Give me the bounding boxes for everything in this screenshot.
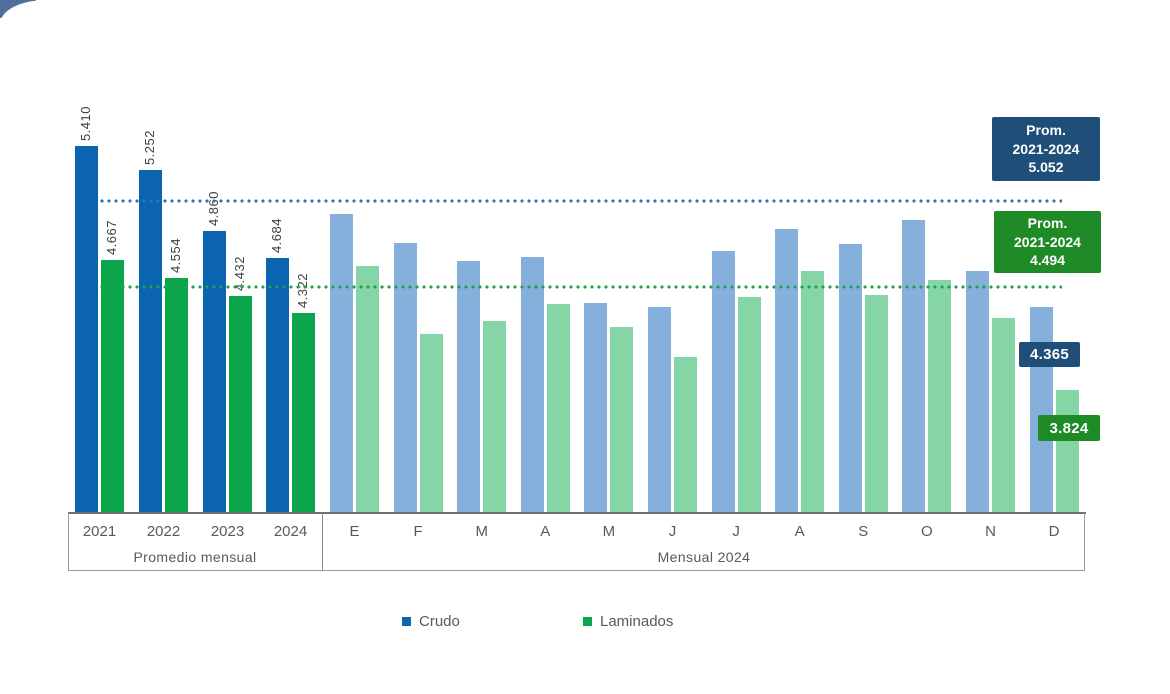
value-label-crudo-2024: 4.684 (268, 217, 284, 253)
bar-laminados-month-4 (546, 304, 570, 513)
avg-callout-crudo: Prom. 2021-2024 5.052 (992, 117, 1100, 181)
bar-laminados-month-2 (419, 333, 443, 513)
value-label-crudo-2022: 5.252 (141, 130, 157, 166)
avg-callout-laminados-line2: 2021-2024 (1014, 233, 1081, 250)
axis-group-divider (322, 513, 323, 571)
x-label-month-1: E (349, 523, 360, 540)
legend-item-crudo: Crudo (402, 613, 460, 630)
x-label-month-3: M (475, 523, 488, 540)
x-label-2023: 2023 (210, 523, 245, 540)
legend-label-laminados: Laminados (600, 613, 674, 630)
bar-laminados-month-7 (737, 296, 761, 513)
x-label-month-8: A (794, 523, 805, 540)
x-label-2024: 2024 (273, 523, 308, 540)
value-label-laminados-2021: 4.667 (103, 220, 119, 256)
x-label-month-11: N (985, 523, 996, 540)
legend-item-laminados: Laminados (583, 613, 673, 630)
axis-group-label-mensual: Mensual 2024 (657, 549, 751, 565)
dec-crudo-value-badge: 4.365 (1019, 342, 1080, 367)
bar-crudo-month-8 (775, 229, 799, 513)
value-label-laminados-2024: 4.322 (294, 273, 310, 309)
bar-laminados-month-1 (356, 265, 379, 513)
bar-laminados-2021 (101, 260, 124, 513)
laminados-swatch-icon (583, 617, 592, 626)
bar-crudo-month-2 (393, 242, 417, 513)
card-rounded-corner (0, 0, 70, 40)
x-label-month-12: D (1048, 523, 1060, 540)
x-label-month-6: J (668, 523, 677, 540)
value-label-crudo-2021: 5.410 (77, 105, 93, 141)
avg-line-crudo (100, 199, 1062, 203)
bar-crudo-month-9 (838, 244, 862, 513)
x-label-month-7: J (732, 523, 740, 540)
bar-laminados-month-5 (610, 327, 634, 513)
value-label-laminados-2022: 4.554 (167, 237, 183, 273)
bar-crudo-2023 (203, 230, 226, 513)
x-label-month-9: S (858, 523, 869, 540)
bar-crudo-2021 (75, 145, 98, 513)
bar-crudo-month-11 (966, 270, 989, 513)
x-label-2021: 2021 (82, 523, 117, 540)
bar-laminados-month-10 (928, 279, 952, 513)
bar-crudo-2024 (266, 257, 289, 513)
bar-crudo-2022 (139, 170, 162, 513)
bar-laminados-2023 (229, 296, 252, 513)
x-label-month-2: F (413, 523, 423, 540)
bar-crudo-month-7 (711, 250, 735, 513)
x-axis-line (68, 512, 1086, 514)
axis-group-label-promedio: Promedio mensual (133, 549, 257, 565)
bar-crudo-month-12 (1029, 306, 1053, 513)
axis-category-box (68, 513, 1085, 571)
bar-laminados-2022 (165, 277, 188, 513)
bar-laminados-month-6 (674, 356, 697, 513)
bar-laminados-month-3 (483, 321, 507, 513)
bar-crudo-month-5 (584, 302, 608, 513)
x-label-month-5: M (602, 523, 616, 540)
bar-laminados-month-11 (992, 318, 1015, 513)
value-label-crudo-2023: 4.860 (205, 190, 221, 226)
bar-laminados-2024 (292, 313, 315, 513)
x-label-month-4: A (540, 523, 551, 540)
bar-crudo-month-3 (457, 260, 481, 513)
x-label-2022: 2022 (146, 523, 181, 540)
bar-crudo-month-4 (520, 256, 544, 513)
bar-crudo-month-10 (902, 219, 926, 513)
x-label-month-10: O (921, 523, 933, 540)
bar-laminados-month-8 (801, 270, 825, 513)
legend-label-crudo: Crudo (419, 613, 460, 630)
avg-callout-laminados: Prom. 2021-2024 4.494 (994, 211, 1101, 273)
dec-laminados-value-badge: 3.824 (1038, 415, 1100, 441)
crudo-swatch-icon (402, 617, 411, 626)
bar-laminados-month-9 (864, 295, 888, 513)
legend: Crudo Laminados (0, 613, 1170, 633)
bar-crudo-month-6 (648, 306, 671, 513)
avg-callout-crudo-line1: Prom. (1026, 121, 1066, 138)
avg-callout-laminados-line3: 4.494 (1029, 252, 1066, 269)
avg-callout-laminados-line1: Prom. (1027, 214, 1068, 231)
bar-crudo-month-1 (330, 213, 353, 513)
bar-laminados-month-12 (1055, 389, 1079, 513)
avg-callout-crudo-line2: 2021-2024 (1012, 140, 1080, 157)
avg-callout-crudo-line3: 5.052 (1028, 159, 1064, 176)
avg-line-laminados (100, 284, 1062, 289)
